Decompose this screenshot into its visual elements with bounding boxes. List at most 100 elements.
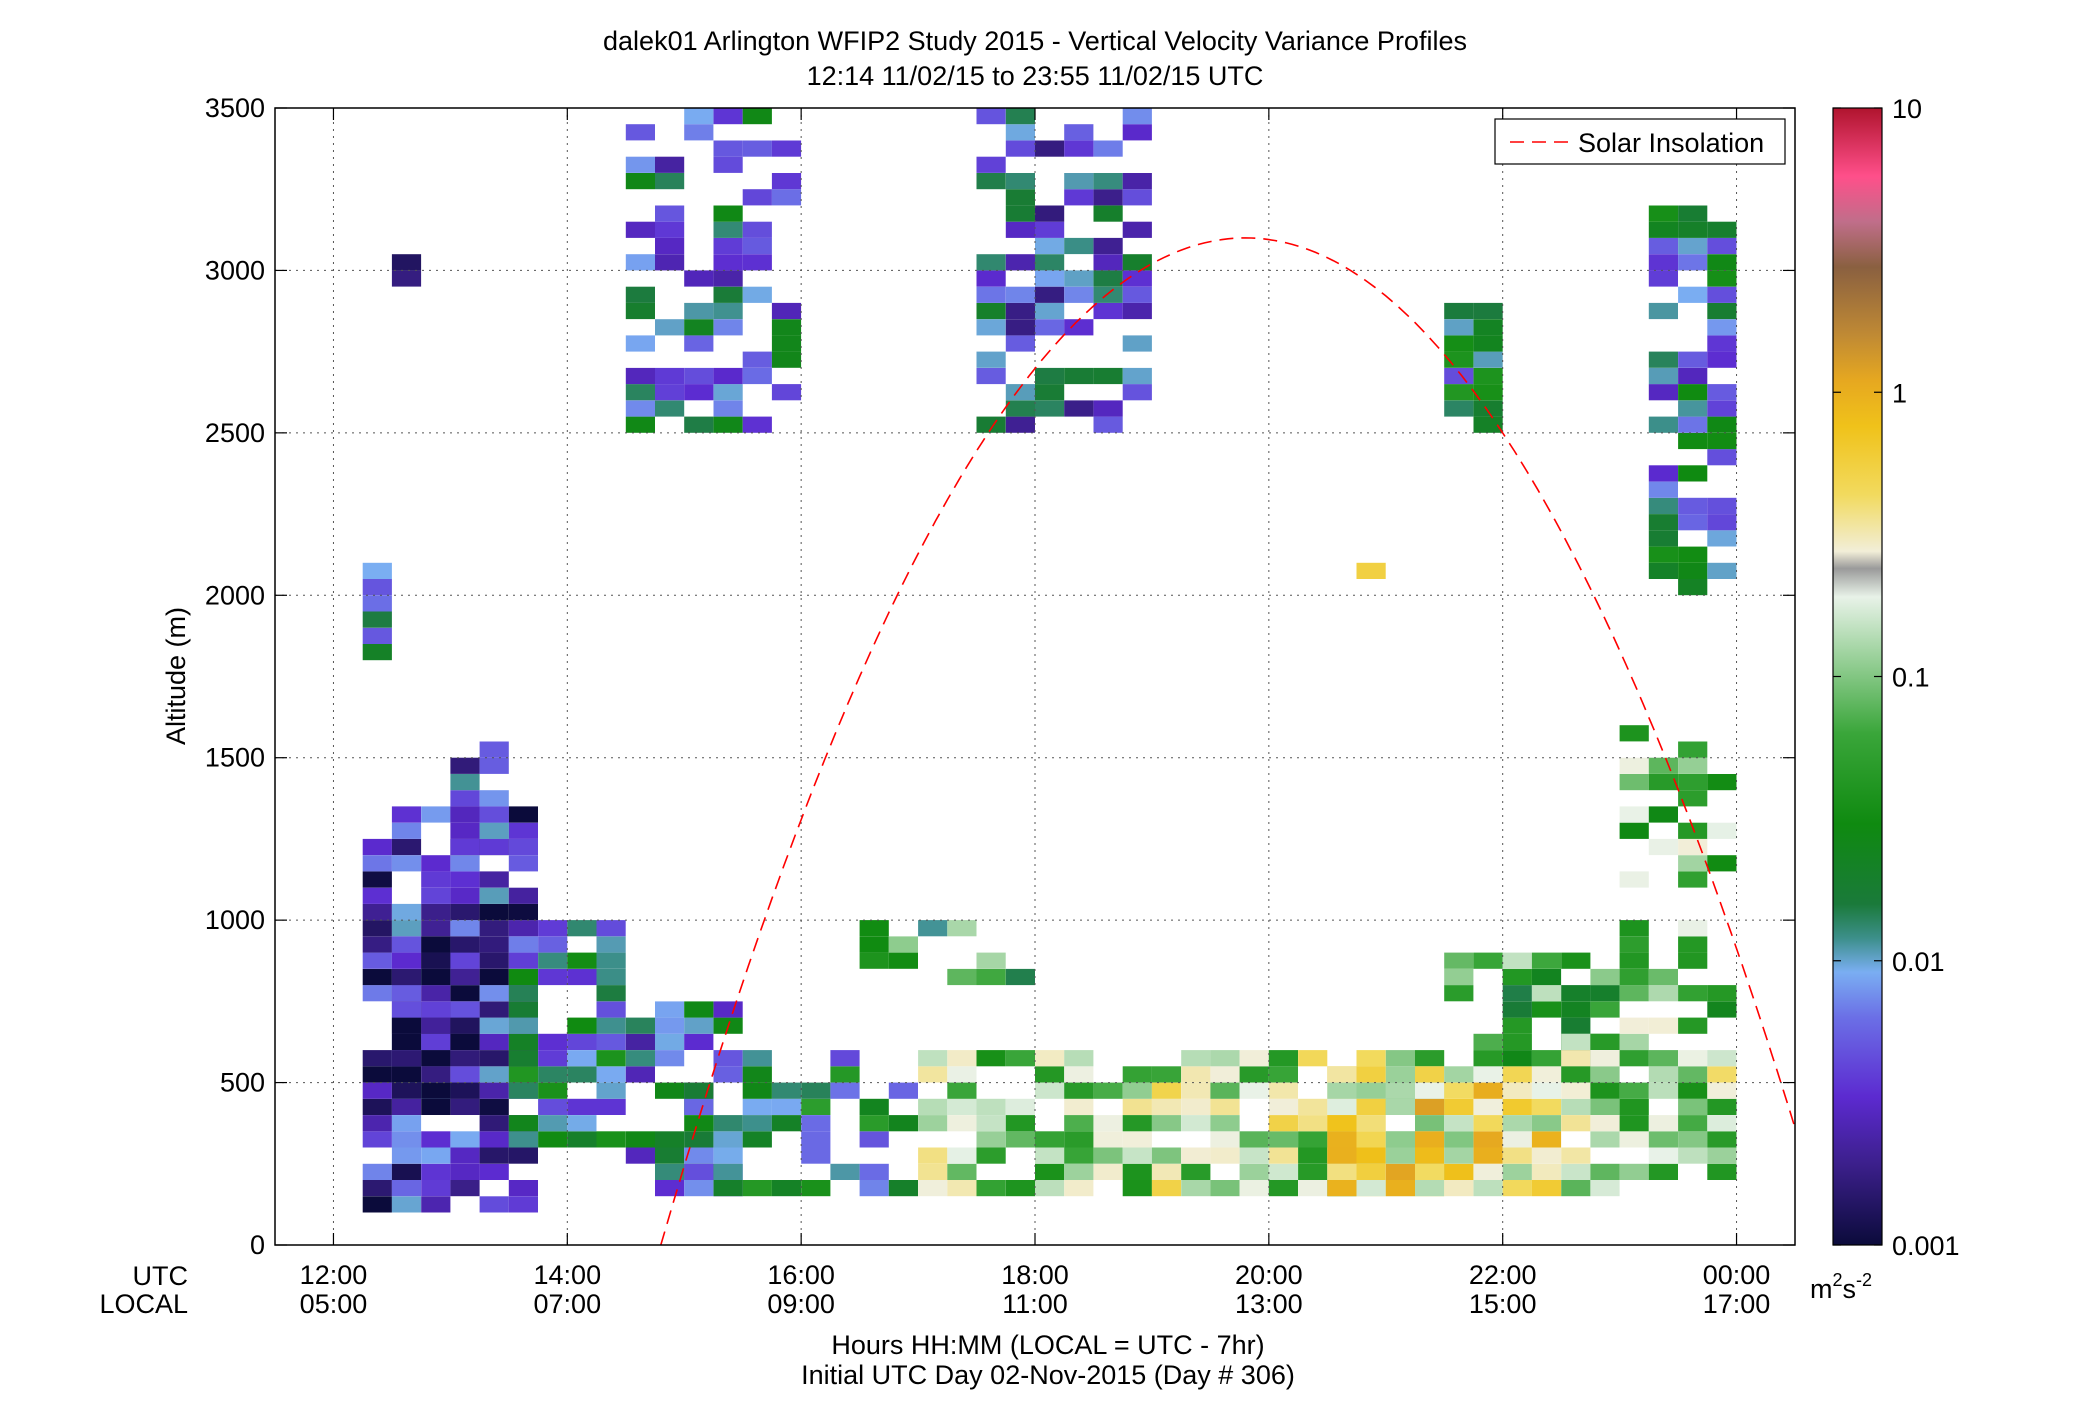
heatmap-cell xyxy=(742,1098,772,1115)
heatmap-cell xyxy=(450,985,480,1002)
heatmap-cell xyxy=(1678,757,1708,774)
heatmap-cell xyxy=(391,1115,422,1132)
heatmap-cell xyxy=(1035,1163,1065,1180)
heatmap-cell xyxy=(450,1050,480,1067)
heatmap-cell xyxy=(888,936,918,953)
heatmap-cell xyxy=(1502,952,1532,969)
heatmap-cell xyxy=(421,903,451,921)
heatmap-cell xyxy=(1648,546,1678,563)
heatmap-cell xyxy=(1327,1180,1357,1197)
x-tick-label-utc: 20:00 xyxy=(1235,1260,1303,1290)
heatmap-cell xyxy=(918,1098,948,1115)
heatmap-cell xyxy=(713,400,743,417)
heatmap-cell xyxy=(1005,319,1035,336)
heatmap-cell xyxy=(1327,1147,1357,1164)
heatmap-cell xyxy=(947,1163,977,1180)
heatmap-cell xyxy=(684,1180,714,1197)
heatmap-cell xyxy=(1502,968,1532,986)
heatmap-cell xyxy=(508,838,538,856)
heatmap-cell xyxy=(655,1163,685,1180)
y-tick-label: 3000 xyxy=(205,255,265,285)
heatmap-cell xyxy=(1064,319,1094,336)
heatmap-cell xyxy=(479,1001,509,1018)
heatmap-cell xyxy=(1415,1082,1445,1099)
heatmap-cell xyxy=(1590,1001,1620,1018)
heatmap-cell xyxy=(450,920,480,937)
x-tick-label-local: 13:00 xyxy=(1235,1289,1303,1319)
x-axis-label: Hours HH:MM (LOCAL = UTC - 7hr) xyxy=(831,1330,1264,1360)
heatmap-cell xyxy=(508,1196,538,1213)
heatmap-cell xyxy=(1707,1050,1737,1067)
heatmap-cell xyxy=(1648,774,1678,791)
heatmap-cell xyxy=(1005,108,1035,125)
heatmap-cell xyxy=(742,1115,772,1132)
heatmap-cell xyxy=(1502,1147,1532,1164)
heatmap-cell xyxy=(1678,546,1708,563)
heatmap-cell xyxy=(684,1115,714,1132)
heatmap-cell xyxy=(1619,1050,1649,1067)
heatmap-cell xyxy=(888,1180,918,1197)
heatmap-cell xyxy=(1619,806,1649,823)
heatmap-cell xyxy=(1678,838,1708,856)
heatmap-cell xyxy=(1327,1098,1357,1115)
heatmap-cell xyxy=(918,1180,948,1197)
heatmap-cell xyxy=(479,952,509,969)
heatmap-cell xyxy=(684,416,714,433)
heatmap-cell xyxy=(479,1163,509,1180)
colorbar-units-m: m xyxy=(1810,1274,1833,1304)
heatmap-cell xyxy=(596,968,626,986)
heatmap-cell xyxy=(362,920,392,937)
y-tick-label: 500 xyxy=(220,1068,265,1098)
heatmap-cell xyxy=(684,1131,714,1148)
heatmap-cell xyxy=(479,1017,509,1034)
heatmap-cell xyxy=(391,936,422,953)
heatmap-cell xyxy=(391,1066,422,1083)
heatmap-cell xyxy=(1064,173,1094,190)
heatmap-cell xyxy=(1561,1098,1591,1115)
colorbar-units-s: s xyxy=(1843,1274,1857,1304)
heatmap-cell xyxy=(1122,270,1152,287)
heatmap-cell xyxy=(1444,367,1474,385)
heatmap-cell xyxy=(684,270,714,287)
heatmap-cell xyxy=(1502,985,1532,1002)
heatmap-cell xyxy=(421,936,451,953)
heatmap-cell xyxy=(976,1050,1006,1067)
heatmap-cell xyxy=(1064,1147,1094,1164)
heatmap-cell xyxy=(859,952,889,969)
heatmap-cell xyxy=(362,644,392,661)
heatmap-cell xyxy=(1531,1098,1562,1115)
heatmap-cell xyxy=(1648,254,1678,271)
heatmap-cell xyxy=(1385,1050,1415,1067)
heatmap-cell xyxy=(1502,1180,1532,1197)
heatmap-cell xyxy=(1678,221,1708,238)
heatmap-cell xyxy=(1561,985,1591,1002)
heatmap-cell xyxy=(1356,1098,1386,1115)
heatmap-cell xyxy=(421,952,451,969)
heatmap-cell xyxy=(391,968,422,986)
heatmap-cell xyxy=(1648,237,1678,255)
heatmap-cell xyxy=(1648,384,1678,401)
heatmap-cell xyxy=(684,367,714,385)
heatmap-cell xyxy=(1707,351,1737,368)
heatmap-cell xyxy=(450,887,480,904)
heatmap-cell xyxy=(1005,140,1035,157)
heatmap-cell xyxy=(1502,1115,1532,1132)
heatmap-cell xyxy=(1093,1147,1123,1164)
heatmap-cell xyxy=(1473,1082,1503,1099)
heatmap-cell xyxy=(1298,1180,1328,1197)
heatmap-cell xyxy=(479,1098,509,1115)
heatmap-cell xyxy=(1678,1082,1708,1099)
heatmap-cell xyxy=(1561,1033,1591,1050)
heatmap-cell xyxy=(742,1066,772,1083)
heatmap-cell xyxy=(1678,741,1708,758)
heatmap-cell xyxy=(771,351,802,368)
heatmap-cell xyxy=(362,1196,392,1213)
heatmap-cell xyxy=(1648,1050,1678,1067)
heatmap-cell xyxy=(1678,286,1708,303)
heatmap-cell xyxy=(625,335,655,352)
heatmap-cell xyxy=(625,400,655,417)
heatmap-cell xyxy=(1531,968,1562,986)
x-tick-label-local: 17:00 xyxy=(1703,1289,1771,1319)
heatmap-cell xyxy=(713,156,743,173)
